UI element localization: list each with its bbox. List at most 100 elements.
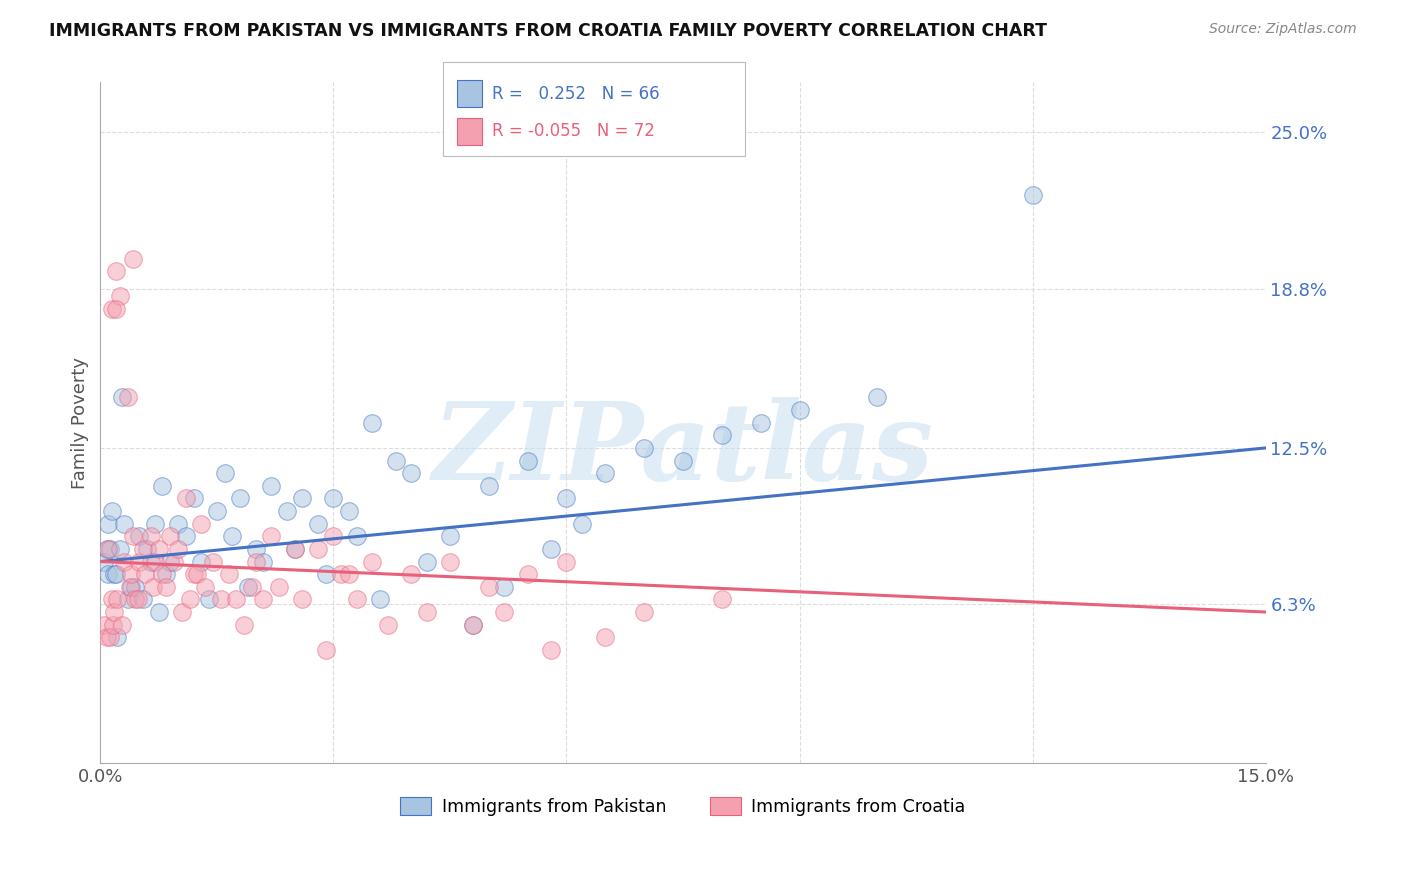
Point bbox=[96, 630, 118, 644]
Point bbox=[399, 466, 422, 480]
Point bbox=[190, 516, 212, 531]
Point bbox=[112, 516, 135, 531]
Point bbox=[633, 605, 655, 619]
Point bbox=[276, 504, 298, 518]
Point bbox=[240, 580, 263, 594]
Point bbox=[139, 529, 162, 543]
Point bbox=[494, 580, 516, 594]
Point bbox=[104, 302, 127, 317]
Point bbox=[209, 592, 232, 607]
Point bbox=[122, 529, 145, 543]
Point bbox=[555, 491, 578, 506]
Point bbox=[377, 617, 399, 632]
Point bbox=[143, 555, 166, 569]
Point bbox=[229, 491, 252, 506]
Point bbox=[337, 567, 360, 582]
Point bbox=[107, 630, 129, 644]
Point bbox=[103, 567, 125, 582]
Point bbox=[120, 567, 142, 582]
Point bbox=[346, 592, 368, 607]
Point bbox=[284, 541, 307, 556]
Point bbox=[101, 504, 124, 518]
Point bbox=[260, 479, 283, 493]
Point bbox=[555, 555, 578, 569]
Point bbox=[361, 416, 384, 430]
Point bbox=[540, 541, 562, 556]
Point bbox=[205, 504, 228, 518]
Point bbox=[710, 428, 733, 442]
Point bbox=[132, 592, 155, 607]
Point bbox=[315, 567, 337, 582]
Point bbox=[152, 567, 174, 582]
Point bbox=[307, 541, 329, 556]
Point bbox=[516, 567, 538, 582]
Point bbox=[710, 592, 733, 607]
Point bbox=[122, 252, 145, 266]
Point bbox=[127, 592, 149, 607]
Point bbox=[225, 592, 247, 607]
Point bbox=[143, 516, 166, 531]
Point bbox=[104, 264, 127, 278]
Point bbox=[571, 516, 593, 531]
Point bbox=[152, 479, 174, 493]
Point bbox=[346, 529, 368, 543]
Point bbox=[101, 592, 124, 607]
Point bbox=[112, 555, 135, 569]
Point bbox=[117, 592, 139, 607]
Point bbox=[97, 541, 120, 556]
Point bbox=[128, 529, 150, 543]
Point bbox=[134, 567, 156, 582]
Point bbox=[463, 617, 485, 632]
Point bbox=[245, 555, 267, 569]
Point bbox=[183, 567, 205, 582]
Point bbox=[98, 630, 121, 644]
Point bbox=[439, 529, 461, 543]
Point bbox=[159, 529, 181, 543]
Point bbox=[284, 541, 307, 556]
Point bbox=[148, 541, 170, 556]
Point bbox=[478, 580, 501, 594]
Point bbox=[93, 617, 115, 632]
Point bbox=[142, 580, 165, 594]
Point bbox=[104, 567, 127, 582]
Point bbox=[198, 592, 221, 607]
Y-axis label: Family Poverty: Family Poverty bbox=[72, 357, 89, 489]
Point bbox=[322, 491, 344, 506]
Point bbox=[108, 289, 131, 303]
Point bbox=[415, 555, 437, 569]
Point bbox=[124, 580, 146, 594]
Point bbox=[97, 516, 120, 531]
Point bbox=[139, 555, 162, 569]
Point bbox=[97, 567, 120, 582]
Point bbox=[108, 541, 131, 556]
Point bbox=[672, 453, 695, 467]
Point bbox=[190, 555, 212, 569]
Point bbox=[267, 580, 290, 594]
Point bbox=[183, 491, 205, 506]
Point bbox=[245, 541, 267, 556]
Point bbox=[214, 466, 236, 480]
Point bbox=[155, 580, 177, 594]
Point bbox=[361, 555, 384, 569]
Point bbox=[186, 567, 208, 582]
Point bbox=[291, 592, 314, 607]
Point bbox=[463, 617, 485, 632]
Point bbox=[595, 466, 617, 480]
Point bbox=[167, 541, 190, 556]
Text: R =   0.252   N = 66: R = 0.252 N = 66 bbox=[492, 85, 659, 103]
Point bbox=[136, 541, 159, 556]
Point bbox=[167, 516, 190, 531]
Point bbox=[118, 580, 141, 594]
Point bbox=[218, 567, 240, 582]
Point bbox=[233, 617, 256, 632]
Point bbox=[174, 491, 197, 506]
Legend: Immigrants from Pakistan, Immigrants from Croatia: Immigrants from Pakistan, Immigrants fro… bbox=[394, 790, 973, 823]
Point bbox=[439, 555, 461, 569]
Point bbox=[179, 592, 201, 607]
Point bbox=[98, 541, 121, 556]
Point bbox=[633, 441, 655, 455]
Point bbox=[201, 555, 224, 569]
Point bbox=[103, 605, 125, 619]
Point bbox=[93, 555, 115, 569]
Point bbox=[478, 479, 501, 493]
